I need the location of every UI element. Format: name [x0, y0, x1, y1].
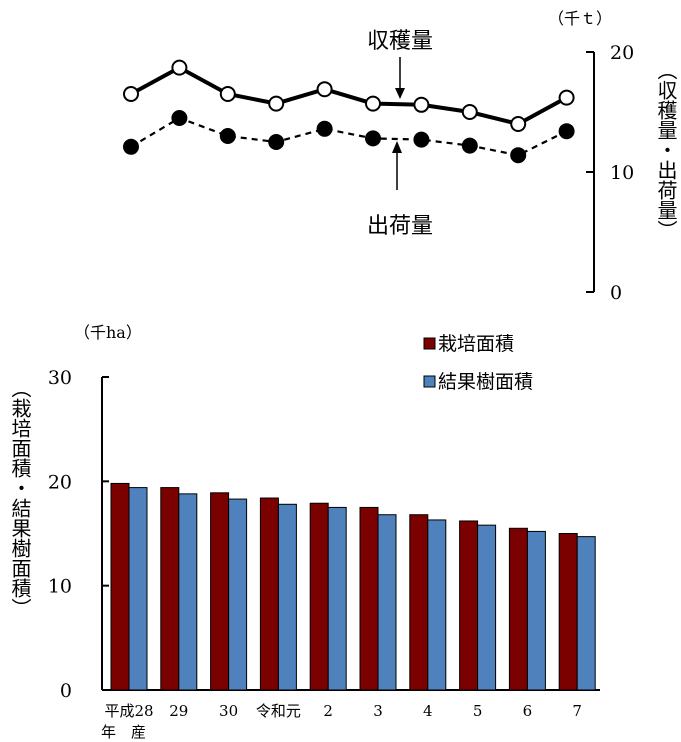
line-point-shipment [268, 134, 285, 150]
bar-cultivated-area [259, 497, 279, 691]
line-point-shipment [510, 147, 527, 164]
bar-y-label: （栽培面積・結果樹面積） [8, 378, 32, 618]
legend-label: 栽培面積 [438, 333, 514, 355]
line-series-harvest [130, 65, 568, 127]
line-point-harvest [316, 81, 333, 98]
line-y-tick-label: 0 [610, 282, 622, 304]
bar-cultivated-area [210, 492, 230, 691]
line-point-shipment [219, 128, 236, 144]
bar-unit-label: （千ha） [74, 323, 142, 342]
line-point-shipment [171, 110, 188, 126]
line-y-tick-label: 20 [610, 42, 634, 64]
line-point-harvest [558, 89, 575, 106]
bar-bearing-area [128, 487, 148, 691]
bar-bearing-area [178, 493, 198, 691]
legend-label: 結果樹面積 [438, 371, 533, 393]
shipment-callout-arrowhead [392, 141, 402, 153]
line-point-harvest [365, 95, 381, 112]
bar-category-sublabel: 年 産 [101, 723, 146, 741]
bar-x-tick-label: 6 [523, 702, 533, 720]
line-y-tick-label: 10 [610, 162, 634, 184]
line-point-shipment [316, 120, 333, 137]
line-point-harvest [268, 95, 285, 112]
line-unit-label: （千ｔ） [548, 9, 612, 28]
bar-cultivated-area [110, 482, 130, 691]
bar-cultivated-area [508, 527, 528, 691]
line-series-shipment [130, 116, 568, 157]
bar-cultivated-area [359, 506, 379, 691]
legend-swatch [423, 337, 436, 350]
line-y-label: （収穫量・出荷量） [654, 60, 678, 240]
line-point-shipment [365, 130, 381, 147]
line-point-shipment [123, 138, 139, 155]
bar-bearing-area [327, 506, 347, 691]
bar-bearing-area [377, 514, 397, 691]
bar-y-tick-label: 0 [60, 680, 72, 702]
bar-bearing-area [526, 530, 546, 691]
bar-x-tick-label: 7 [572, 702, 582, 720]
bar-bearing-area [477, 524, 497, 691]
line-point-harvest [510, 116, 527, 132]
legend-swatch [423, 375, 436, 388]
bar-x-tick-label: 30 [219, 702, 238, 720]
bar-cultivated-area [309, 502, 329, 691]
line-series-label-harvest: 収穫量 [367, 29, 433, 54]
bar-bearing-area [427, 519, 447, 691]
line-point-shipment [558, 123, 575, 140]
line-point-harvest [171, 59, 188, 76]
bar-x-tick-label: 令和元 [256, 702, 301, 720]
bar-cultivated-area [409, 514, 429, 691]
bar-bearing-area [228, 498, 248, 691]
bar-bearing-area [576, 536, 596, 691]
line-point-harvest [123, 86, 139, 102]
bar-cultivated-area [160, 487, 180, 691]
bar-y-tick-label: 30 [48, 367, 72, 389]
bar-y-tick-label: 10 [48, 576, 72, 598]
bar-x-tick-label: 平成28 [104, 702, 153, 720]
bar-x-tick-label: 29 [169, 702, 188, 720]
bar-x-tick-label: 5 [473, 702, 483, 720]
line-point-harvest [413, 96, 430, 113]
bar-cultivated-area [459, 520, 479, 691]
line-point-harvest [219, 86, 236, 102]
bar-cultivated-area [558, 533, 578, 691]
line-point-harvest [461, 104, 478, 120]
line-series-label-shipment: 出荷量 [367, 214, 433, 239]
bar-x-tick-label: 3 [373, 702, 383, 720]
line-point-shipment [413, 131, 430, 148]
line-point-shipment [461, 137, 478, 154]
bar-x-tick-label: 2 [323, 702, 333, 720]
harvest-callout-arrowhead [395, 88, 405, 99]
bar-y-tick-label: 20 [48, 471, 72, 493]
bar-x-tick-label: 4 [423, 702, 433, 720]
bar-bearing-area [277, 503, 297, 691]
